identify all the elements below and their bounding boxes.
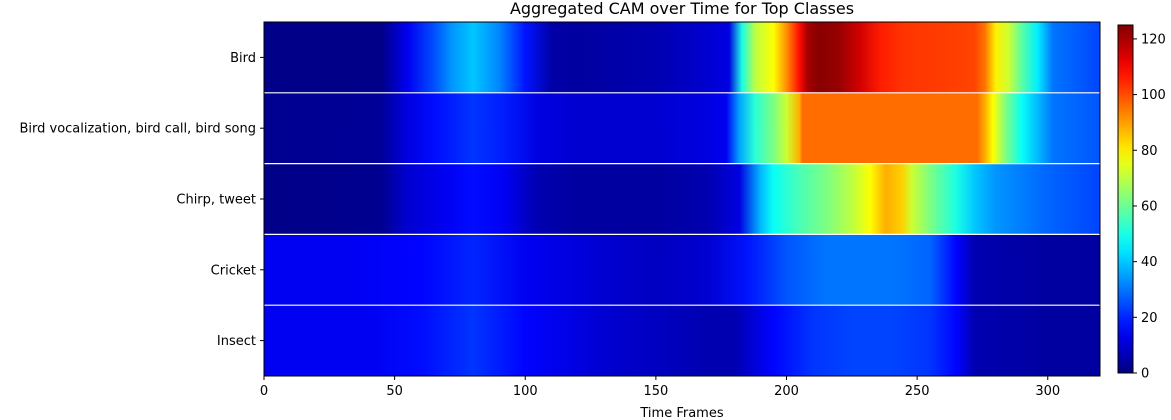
x-tick-label: 0 bbox=[260, 384, 268, 399]
x-axis-label: Time Frames bbox=[639, 406, 723, 420]
heatmap-row bbox=[264, 234, 1100, 306]
x-tick-label: 250 bbox=[905, 384, 930, 399]
heatmap-row bbox=[264, 163, 1100, 235]
colorbar-tick-label: 120 bbox=[1141, 32, 1166, 47]
heatmap-row bbox=[264, 22, 1100, 93]
heatmap-row bbox=[264, 92, 1100, 164]
x-tick-label: 150 bbox=[643, 384, 668, 399]
colorbar bbox=[1117, 24, 1134, 374]
y-tick-label: Bird bbox=[230, 51, 256, 66]
y-tick-label: Insect bbox=[217, 334, 256, 349]
colorbar-tick-label: 40 bbox=[1141, 255, 1158, 270]
y-tick-label: Chirp, tweet bbox=[176, 193, 256, 208]
x-tick-label: 50 bbox=[386, 384, 403, 399]
y-tick-label: Cricket bbox=[211, 263, 256, 278]
y-tick-label: Bird vocalization, bird call, bird song bbox=[19, 122, 256, 137]
colorbar-tick-label: 100 bbox=[1141, 88, 1166, 103]
colorbar-tick-label: 20 bbox=[1141, 311, 1158, 326]
colorbar-tick-label: 80 bbox=[1141, 144, 1158, 159]
chart-title: Aggregated CAM over Time for Top Classes bbox=[510, 0, 854, 18]
x-tick-label: 200 bbox=[774, 384, 799, 399]
heatmap-row bbox=[264, 305, 1100, 376]
x-tick-label: 300 bbox=[1035, 384, 1060, 399]
x-tick-label: 100 bbox=[513, 384, 538, 399]
colorbar-tick-label: 0 bbox=[1141, 367, 1149, 382]
colorbar-tick-label: 60 bbox=[1141, 199, 1158, 214]
